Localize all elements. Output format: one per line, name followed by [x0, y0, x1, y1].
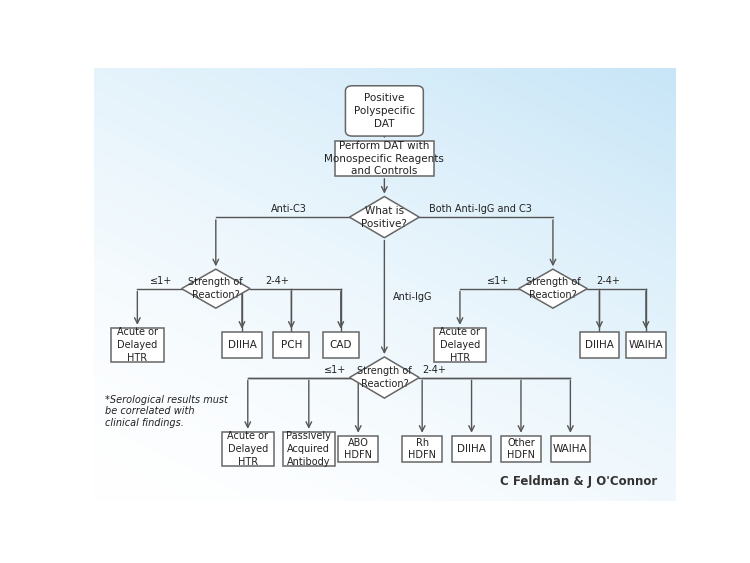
FancyBboxPatch shape — [222, 432, 274, 466]
Text: Rh
HDFN: Rh HDFN — [408, 437, 436, 461]
Text: Strength of
Reaction?: Strength of Reaction? — [188, 277, 243, 300]
Text: 2-4+: 2-4+ — [422, 365, 446, 375]
Text: 2-4+: 2-4+ — [596, 276, 620, 286]
Text: Strength of
Reaction?: Strength of Reaction? — [357, 366, 412, 389]
Text: Anti-IgG: Anti-IgG — [393, 292, 433, 302]
FancyBboxPatch shape — [222, 332, 262, 359]
FancyBboxPatch shape — [283, 432, 335, 466]
Text: Strength of
Reaction?: Strength of Reaction? — [526, 277, 580, 300]
Text: WAIHA: WAIHA — [628, 340, 663, 350]
Text: Acute or
Delayed
HTR: Acute or Delayed HTR — [117, 327, 158, 363]
Text: Perform DAT with
Monospecific Reagents
and Controls: Perform DAT with Monospecific Reagents a… — [325, 141, 444, 176]
Text: DIIHA: DIIHA — [585, 340, 614, 350]
Text: What is
Positive?: What is Positive? — [362, 205, 407, 229]
Text: CAD: CAD — [329, 340, 352, 350]
Text: Both Anti-IgG and C3: Both Anti-IgG and C3 — [429, 204, 532, 213]
Text: ABO
HDFN: ABO HDFN — [344, 437, 372, 461]
FancyBboxPatch shape — [626, 332, 666, 359]
FancyBboxPatch shape — [433, 328, 486, 363]
Text: PCH: PCH — [280, 340, 302, 350]
Polygon shape — [350, 196, 419, 238]
FancyBboxPatch shape — [452, 436, 491, 462]
Text: ≤1+: ≤1+ — [324, 365, 346, 375]
FancyBboxPatch shape — [335, 141, 433, 176]
Text: Positive
Polyspecific
DAT: Positive Polyspecific DAT — [354, 93, 415, 129]
Text: DIIHA: DIIHA — [457, 444, 486, 454]
Text: Passively
Acquired
Antibody: Passively Acquired Antibody — [286, 431, 332, 467]
FancyBboxPatch shape — [111, 328, 164, 363]
FancyBboxPatch shape — [346, 86, 423, 136]
FancyBboxPatch shape — [501, 436, 541, 462]
Polygon shape — [350, 357, 419, 398]
Text: Anti-C3: Anti-C3 — [271, 204, 307, 213]
Text: ≤1+: ≤1+ — [487, 276, 509, 286]
Text: C Feldman & J O'Connor: C Feldman & J O'Connor — [500, 475, 658, 488]
FancyBboxPatch shape — [580, 332, 620, 359]
Text: ≤1+: ≤1+ — [150, 276, 172, 286]
Polygon shape — [182, 269, 250, 308]
Text: *Serological results must
be correlated with
clinical findings.: *Serological results must be correlated … — [105, 395, 228, 428]
Text: 2-4+: 2-4+ — [266, 276, 289, 286]
FancyBboxPatch shape — [273, 332, 310, 359]
Polygon shape — [519, 269, 587, 308]
FancyBboxPatch shape — [550, 436, 590, 462]
Text: WAIHA: WAIHA — [553, 444, 588, 454]
FancyBboxPatch shape — [322, 332, 358, 359]
FancyBboxPatch shape — [403, 436, 442, 462]
Text: Acute or
Delayed
HTR: Acute or Delayed HTR — [440, 327, 481, 363]
Text: Acute or
Delayed
HTR: Acute or Delayed HTR — [227, 431, 268, 467]
Text: DIIHA: DIIHA — [227, 340, 256, 350]
FancyBboxPatch shape — [338, 436, 378, 462]
Text: Other
HDFN: Other HDFN — [507, 437, 535, 461]
